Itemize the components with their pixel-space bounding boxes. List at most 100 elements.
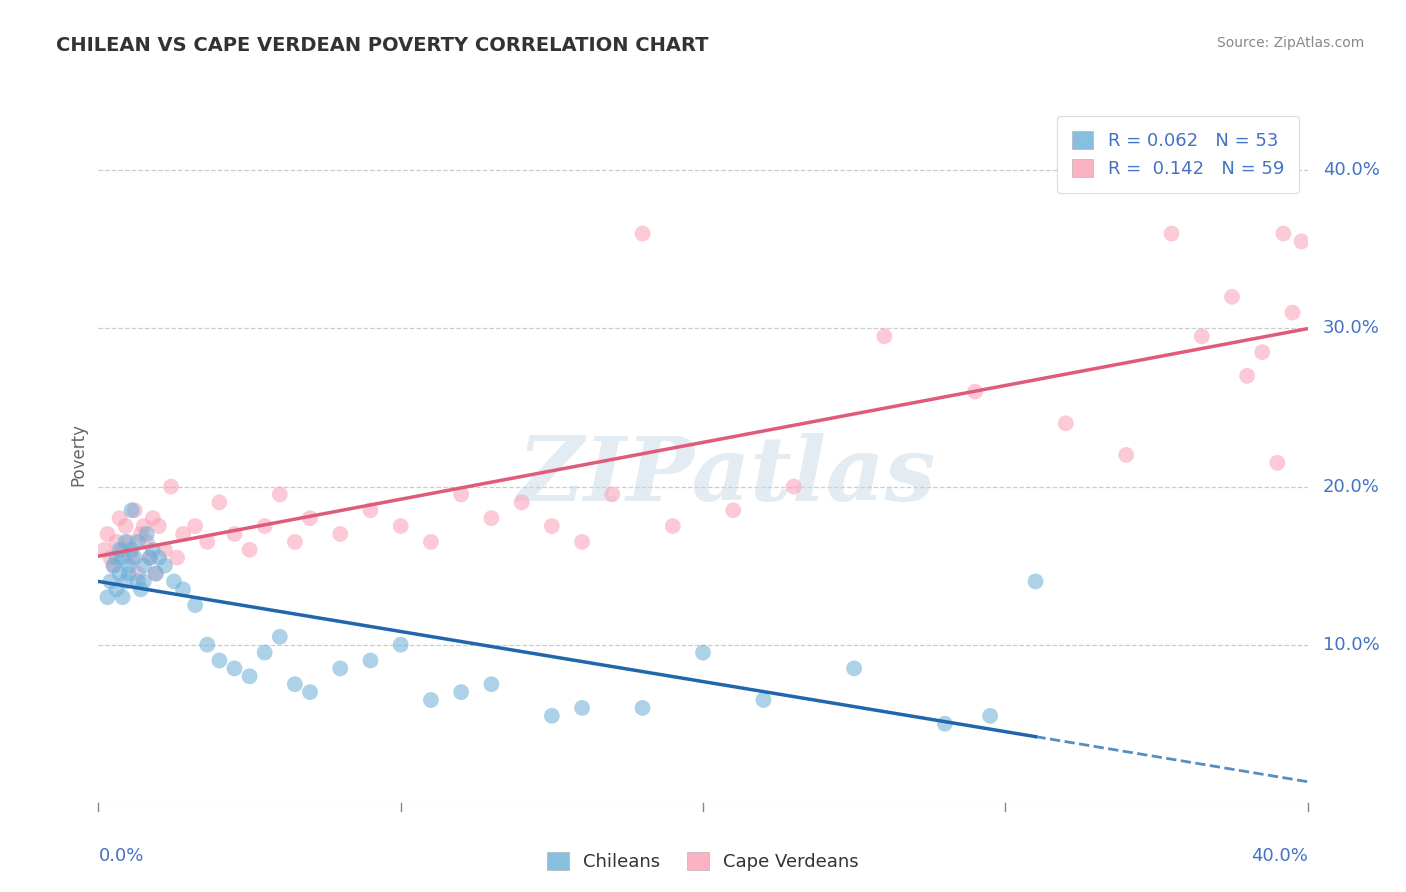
Point <box>1236 368 1258 383</box>
Y-axis label: Poverty: Poverty <box>69 424 87 486</box>
Point <box>148 519 170 533</box>
Point <box>224 661 246 675</box>
Point <box>105 582 128 597</box>
Point <box>253 519 276 533</box>
Point <box>114 574 136 589</box>
Point <box>108 511 131 525</box>
Point <box>571 701 593 715</box>
Point <box>135 527 157 541</box>
Point <box>1160 227 1182 241</box>
Point <box>979 708 1001 723</box>
Point <box>108 542 131 557</box>
Text: CHILEAN VS CAPE VERDEAN POVERTY CORRELATION CHART: CHILEAN VS CAPE VERDEAN POVERTY CORRELAT… <box>56 36 709 54</box>
Point <box>1281 305 1303 319</box>
Point <box>844 661 866 675</box>
Point <box>329 527 352 541</box>
Point <box>540 708 562 723</box>
Point <box>96 591 118 605</box>
Point <box>1115 448 1137 462</box>
Point <box>1272 227 1295 241</box>
Point <box>103 558 125 573</box>
Point <box>782 479 804 493</box>
Point <box>142 542 165 557</box>
Point <box>124 550 146 565</box>
Point <box>93 542 115 557</box>
Point <box>389 519 412 533</box>
Point <box>934 716 956 731</box>
Point <box>127 566 149 581</box>
Point <box>139 550 162 565</box>
Point <box>121 503 143 517</box>
Point <box>145 566 167 581</box>
Point <box>118 566 141 581</box>
Text: ZIPatlas: ZIPatlas <box>519 433 936 519</box>
Point <box>114 534 136 549</box>
Point <box>510 495 533 509</box>
Point <box>96 527 118 541</box>
Point <box>299 685 322 699</box>
Point <box>208 653 231 667</box>
Point <box>118 558 141 573</box>
Point <box>360 653 382 667</box>
Point <box>129 527 152 541</box>
Point <box>329 661 352 675</box>
Point <box>224 527 246 541</box>
Point <box>1220 290 1243 304</box>
Point <box>1251 345 1274 359</box>
Text: 30.0%: 30.0% <box>1323 319 1379 337</box>
Point <box>111 542 134 557</box>
Point <box>129 582 152 597</box>
Point <box>160 479 183 493</box>
Point <box>873 329 896 343</box>
Point <box>239 542 262 557</box>
Point <box>153 558 176 573</box>
Text: 0.0%: 0.0% <box>98 847 143 865</box>
Point <box>142 511 165 525</box>
Point <box>153 542 176 557</box>
Point <box>419 693 441 707</box>
Point <box>481 511 503 525</box>
Point <box>145 566 167 581</box>
Point <box>692 646 714 660</box>
Point <box>132 519 155 533</box>
Point <box>721 503 744 517</box>
Point <box>1191 329 1213 343</box>
Point <box>481 677 503 691</box>
Point <box>163 574 186 589</box>
Point <box>299 511 322 525</box>
Point <box>184 598 207 612</box>
Point <box>661 519 683 533</box>
Point <box>124 503 146 517</box>
Point <box>602 487 624 501</box>
Point <box>631 701 654 715</box>
Point <box>127 574 149 589</box>
Text: Source: ZipAtlas.com: Source: ZipAtlas.com <box>1216 36 1364 50</box>
Text: 20.0%: 20.0% <box>1323 477 1379 496</box>
Point <box>1291 235 1313 249</box>
Legend: R = 0.062   N = 53, R =  0.142   N = 59: R = 0.062 N = 53, R = 0.142 N = 59 <box>1057 116 1299 193</box>
Point <box>121 542 143 557</box>
Point <box>111 591 134 605</box>
Point <box>195 534 218 549</box>
Text: 40.0%: 40.0% <box>1251 847 1308 865</box>
Point <box>100 550 122 565</box>
Point <box>139 550 162 565</box>
Point <box>1054 417 1077 431</box>
Point <box>103 558 125 573</box>
Point <box>132 574 155 589</box>
Point <box>132 558 155 573</box>
Point <box>540 519 562 533</box>
Point <box>184 519 207 533</box>
Point <box>118 534 141 549</box>
Point <box>135 534 157 549</box>
Point <box>284 677 307 691</box>
Point <box>965 384 987 399</box>
Point <box>284 534 307 549</box>
Point <box>1024 574 1046 589</box>
Point <box>389 638 412 652</box>
Point <box>269 630 291 644</box>
Point <box>166 550 188 565</box>
Point <box>208 495 231 509</box>
Point <box>108 566 131 581</box>
Point <box>450 685 472 699</box>
